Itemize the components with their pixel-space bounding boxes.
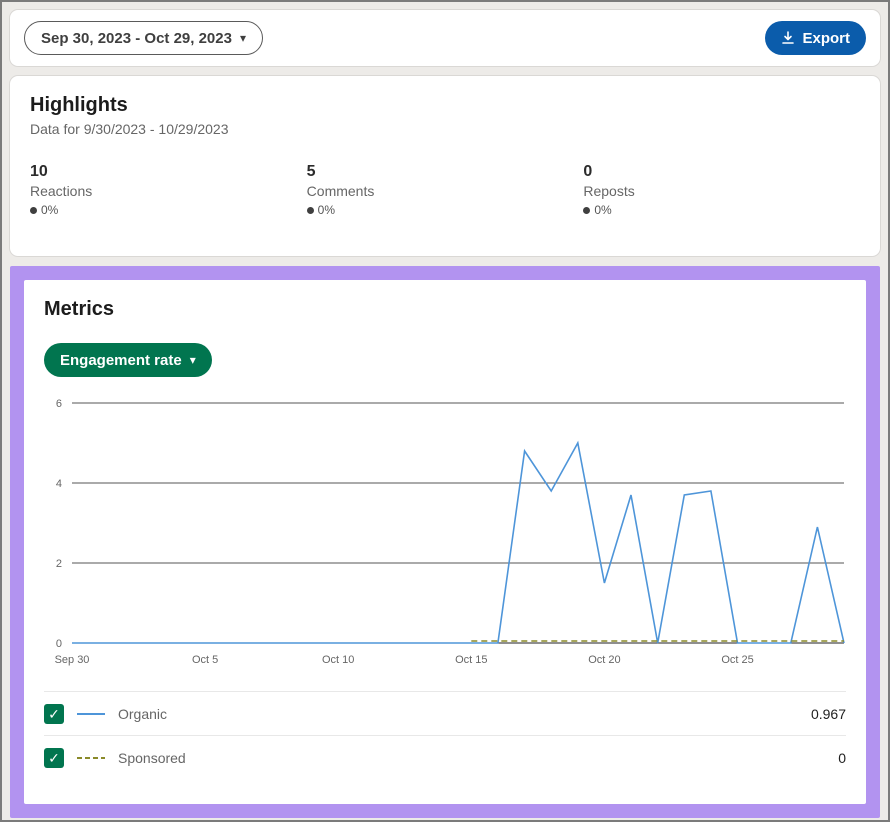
- delta-dot: [30, 207, 37, 214]
- export-label: Export: [802, 30, 850, 47]
- highlights-card: Highlights Data for 9/30/2023 - 10/29/20…: [10, 76, 880, 256]
- delta-dot: [583, 207, 590, 214]
- metric-selector-label: Engagement rate: [60, 352, 182, 369]
- svg-text:2: 2: [56, 558, 62, 570]
- svg-text:6: 6: [56, 398, 62, 410]
- sponsored-label: Sponsored: [118, 750, 186, 766]
- reactions-value: 10: [30, 163, 307, 181]
- svg-text:Oct 5: Oct 5: [192, 654, 218, 666]
- svg-text:Oct 15: Oct 15: [455, 654, 487, 666]
- download-icon: [781, 31, 795, 45]
- chevron-down-icon: ▾: [240, 32, 246, 44]
- date-range-dropdown[interactable]: Sep 30, 2023 - Oct 29, 2023 ▾: [24, 21, 263, 55]
- highlights-title: Highlights: [30, 94, 860, 117]
- highlights-subtitle: Data for 9/30/2023 - 10/29/2023: [30, 121, 860, 137]
- comments-delta-value: 0%: [318, 203, 335, 217]
- svg-text:0: 0: [56, 638, 62, 650]
- svg-text:Oct 10: Oct 10: [322, 654, 354, 666]
- chevron-down-icon: ▾: [190, 354, 196, 366]
- delta-dot: [307, 207, 314, 214]
- engagement-rate-chart: 0 2 4 6 Sep 30 Oct 5 Oct 10 Oct 15 Oct 20 Oct 25: [44, 395, 850, 667]
- metric-selector-button[interactable]: Engagement rate ▾: [44, 343, 212, 377]
- reactions-delta: 0%: [30, 203, 307, 217]
- chart-legend: ✓ Organic 0.967 ✓ Sponsored 0: [44, 691, 846, 779]
- legend-row-organic: ✓ Organic 0.967: [44, 691, 846, 735]
- stat-reactions: 10 Reactions 0%: [30, 163, 307, 217]
- date-range-label: Sep 30, 2023 - Oct 29, 2023: [41, 30, 232, 47]
- stat-reposts: 0 Reposts 0%: [583, 163, 860, 217]
- svg-text:4: 4: [56, 478, 62, 490]
- sponsored-checkbox[interactable]: ✓: [44, 748, 64, 768]
- reposts-delta: 0%: [583, 203, 860, 217]
- reactions-label: Reactions: [30, 183, 307, 199]
- toolbar: Sep 30, 2023 - Oct 29, 2023 ▾ Export: [10, 10, 880, 66]
- comments-value: 5: [307, 163, 584, 181]
- export-button[interactable]: Export: [765, 21, 866, 55]
- metrics-card: Metrics Engagement rate ▾ 0 2 4 6 Sep 30 Oct …: [24, 280, 866, 804]
- highlight-overlay: Metrics Engagement rate ▾ 0 2 4 6 Sep 30 Oct …: [10, 266, 880, 818]
- stats-row: 10 Reactions 0% 5 Comments 0% 0 Reposts: [30, 163, 860, 217]
- check-icon: ✓: [48, 707, 60, 721]
- organic-line-sample: [76, 708, 106, 720]
- organic-value: 0.967: [811, 706, 846, 722]
- legend-row-sponsored: ✓ Sponsored 0: [44, 735, 846, 779]
- check-icon: ✓: [48, 751, 60, 765]
- svg-text:Oct 25: Oct 25: [721, 654, 753, 666]
- reactions-delta-value: 0%: [41, 203, 58, 217]
- reposts-delta-value: 0%: [594, 203, 611, 217]
- comments-delta: 0%: [307, 203, 584, 217]
- stat-comments: 5 Comments 0%: [307, 163, 584, 217]
- svg-text:Oct 20: Oct 20: [588, 654, 620, 666]
- organic-checkbox[interactable]: ✓: [44, 704, 64, 724]
- comments-label: Comments: [307, 183, 584, 199]
- reposts-value: 0: [583, 163, 860, 181]
- svg-text:Sep 30: Sep 30: [55, 654, 90, 666]
- analytics-page: Sep 30, 2023 - Oct 29, 2023 ▾ Export Hig…: [0, 0, 890, 822]
- metrics-title: Metrics: [44, 298, 846, 321]
- organic-label: Organic: [118, 706, 167, 722]
- sponsored-value: 0: [838, 750, 846, 766]
- sponsored-line-sample: [76, 752, 106, 764]
- reposts-label: Reposts: [583, 183, 860, 199]
